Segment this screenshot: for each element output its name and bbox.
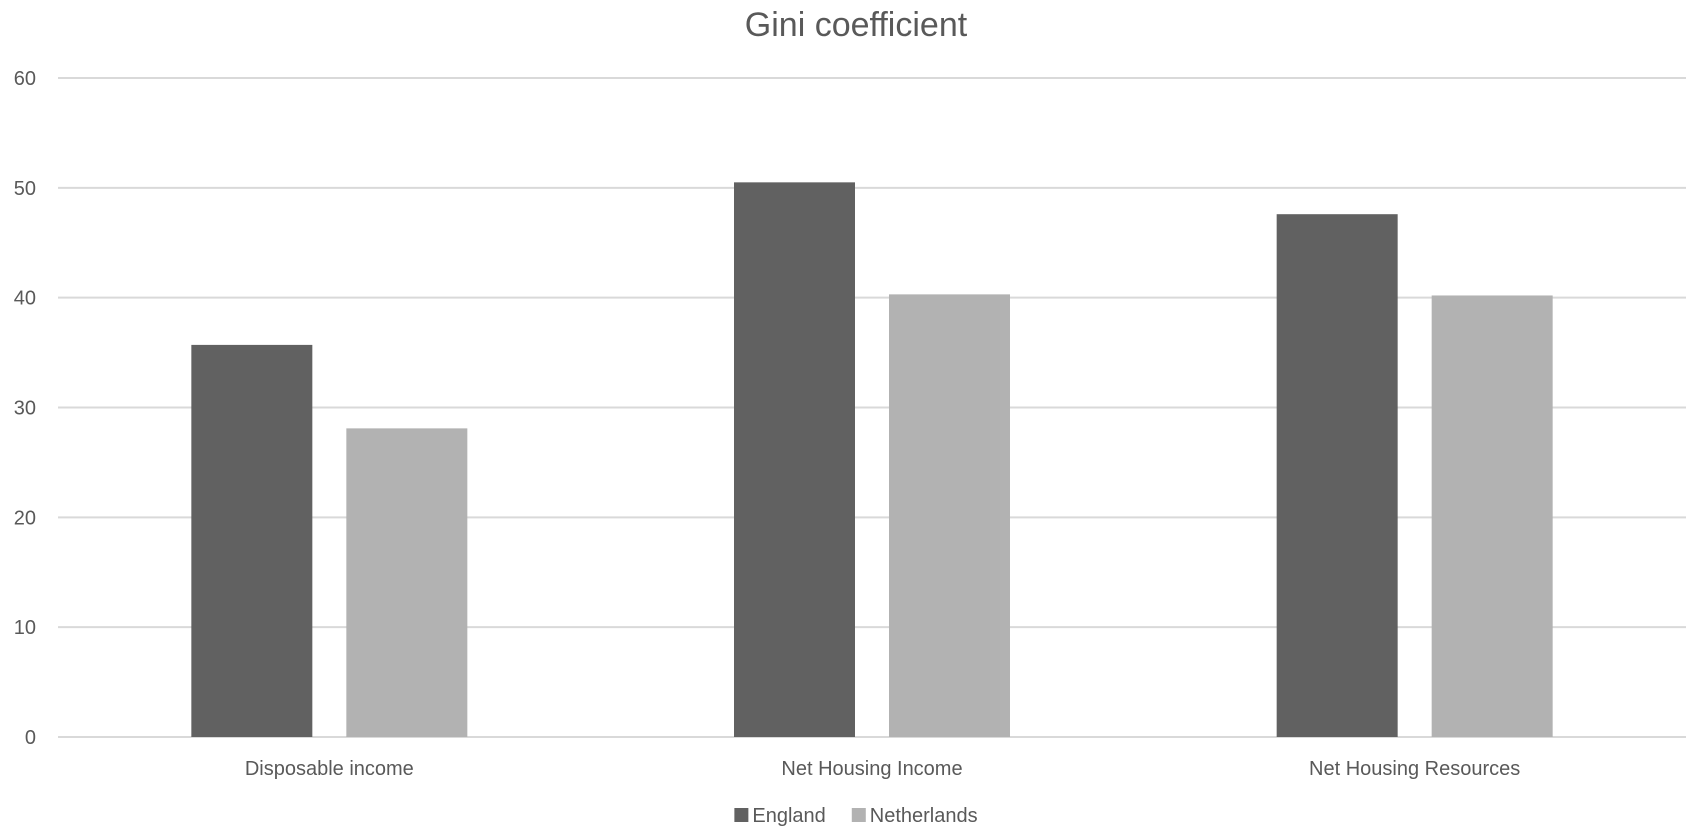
- chart-title: Gini coefficient: [745, 6, 968, 44]
- legend-label: England: [752, 805, 825, 827]
- y-tick-label: 60: [14, 68, 36, 90]
- legend-swatch: [734, 808, 749, 822]
- y-tick-label: 50: [14, 178, 36, 200]
- bars: [191, 182, 1553, 737]
- legend: England Netherlands: [734, 805, 978, 827]
- bar-england: [191, 344, 313, 737]
- y-tick-label: 30: [14, 398, 36, 420]
- bar-england: [1276, 214, 1398, 737]
- y-axis-tick-labels: 0 10 20 30 40 50 60: [14, 68, 36, 749]
- x-category-label: Disposable income: [245, 758, 414, 780]
- y-tick-label: 20: [14, 507, 36, 529]
- x-category-label: Net Housing Income: [781, 758, 962, 780]
- bar-netherlands: [346, 428, 468, 737]
- x-axis-category-labels: Disposable income Net Housing Income Net H…: [245, 758, 1520, 780]
- legend-swatch: [851, 808, 866, 822]
- bar-netherlands: [889, 294, 1010, 737]
- y-tick-label: 0: [25, 727, 36, 749]
- gridlines: [58, 77, 1686, 738]
- bar-netherlands: [1431, 295, 1553, 737]
- y-tick-label: 40: [14, 288, 36, 310]
- bar-england: [734, 182, 855, 737]
- x-category-label: Net Housing Resources: [1309, 758, 1520, 780]
- legend-label: Netherlands: [870, 805, 978, 827]
- y-tick-label: 10: [14, 617, 36, 639]
